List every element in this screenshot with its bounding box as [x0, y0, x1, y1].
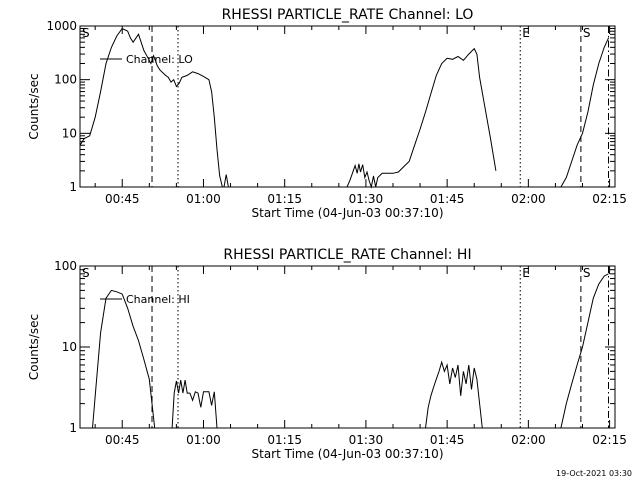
x-tick-label: 02:15 [592, 192, 627, 206]
marker-label: S [583, 26, 591, 40]
y-tick-label: 10 [62, 340, 77, 354]
x-tick-label: 01:30 [349, 433, 384, 447]
plot-frame [79, 25, 616, 188]
x-tick-label: 02:00 [511, 433, 546, 447]
series-line-segment-4 [560, 37, 609, 188]
x-tick-label: 01:15 [267, 433, 302, 447]
series-line-segment-2 [223, 174, 229, 188]
footer-timestamp: 19-Oct-2021 03:30 [556, 469, 632, 478]
marker-label: E [522, 26, 530, 40]
series-line-segment-4 [560, 273, 609, 429]
y-tick-label: 1000 [46, 19, 77, 33]
y-tick-label: 1 [69, 421, 77, 435]
x-tick-label: 00:45 [105, 433, 140, 447]
x-tick-label: 02:15 [592, 433, 627, 447]
x-tick-label: 00:45 [105, 192, 140, 206]
y-tick-label: 100 [54, 73, 77, 87]
x-tick-label: 01:00 [186, 433, 221, 447]
y-axis-label: Counts/sec [27, 73, 41, 139]
chart-title: RHESSI PARTICLE_RATE Channel: LO [222, 7, 474, 23]
chart-title: RHESSI PARTICLE_RATE Channel: HI [223, 247, 471, 263]
y-axis-label: Counts/sec [27, 314, 41, 380]
y-tick-label: 10 [62, 126, 77, 140]
series-line-segment-3 [346, 47, 497, 189]
series-line-segment-1 [79, 27, 223, 188]
plot-frame [79, 265, 616, 429]
marker-label: E [522, 266, 530, 280]
x-tick-label: 01:15 [267, 192, 302, 206]
legend-label: Channel: HI [126, 293, 190, 306]
x-tick-label: 01:00 [186, 192, 221, 206]
chart-panel-2: RHESSI PARTICLE_RATE Channel: HI 00:45 01:… [27, 247, 627, 461]
series-line-segment-1 [92, 289, 156, 429]
series-line-segment-3 [425, 360, 483, 429]
x-axis-label: Start Time (04-Jun-03 00:37:10) [252, 447, 444, 461]
marker-label: S [583, 266, 591, 280]
y-tick-label: 1 [69, 180, 77, 194]
y-tick-label: 100 [54, 259, 77, 273]
legend-label: Channel: LO [126, 53, 193, 66]
corner-label: S [82, 26, 90, 40]
x-tick-label: 02:00 [511, 192, 546, 206]
x-axis-label: Start Time (04-Jun-03 00:37:10) [252, 206, 444, 220]
corner-label: S [82, 266, 90, 280]
x-tick-label: 01:45 [430, 192, 465, 206]
series-line-segment-2 [171, 380, 218, 429]
chart-panel-1: RHESSI PARTICLE_RATE Channel: LO 00:45 01:… [27, 7, 627, 220]
x-tick-label: 01:45 [430, 433, 465, 447]
x-tick-label: 01:30 [349, 192, 384, 206]
